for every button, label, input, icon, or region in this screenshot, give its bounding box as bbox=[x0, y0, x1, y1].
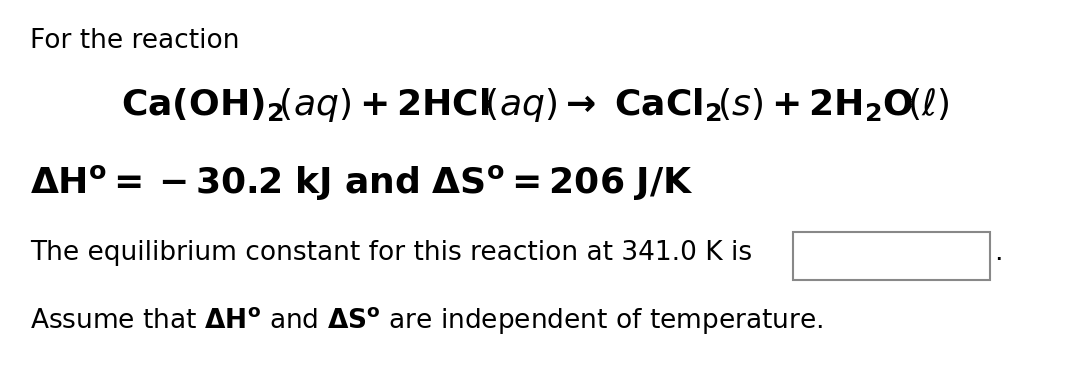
Text: The equilibrium constant for this reaction at 341.0 K is: The equilibrium constant for this reacti… bbox=[30, 240, 752, 266]
Text: Assume that $\mathbf{\Delta H^o}$ and $\mathbf{\Delta S^o}$ are independent of t: Assume that $\mathbf{\Delta H^o}$ and $\… bbox=[30, 305, 823, 336]
Text: For the reaction: For the reaction bbox=[30, 28, 240, 54]
Text: .: . bbox=[994, 240, 1003, 266]
Text: $\mathbf{Ca(OH)_2\!\left(\mathit{aq}\right) + 2HCl\!\left(\mathit{aq}\right) \ri: $\mathbf{Ca(OH)_2\!\left(\mathit{aq}\rig… bbox=[121, 86, 949, 124]
Bar bbox=[793, 232, 990, 280]
Text: $\mathbf{\Delta} \mathbf{H}^\mathbf{o} \mathbf{= -30.2 \ kJ \ and \ \Delta S^o =: $\mathbf{\Delta} \mathbf{H}^\mathbf{o} \… bbox=[30, 164, 693, 202]
